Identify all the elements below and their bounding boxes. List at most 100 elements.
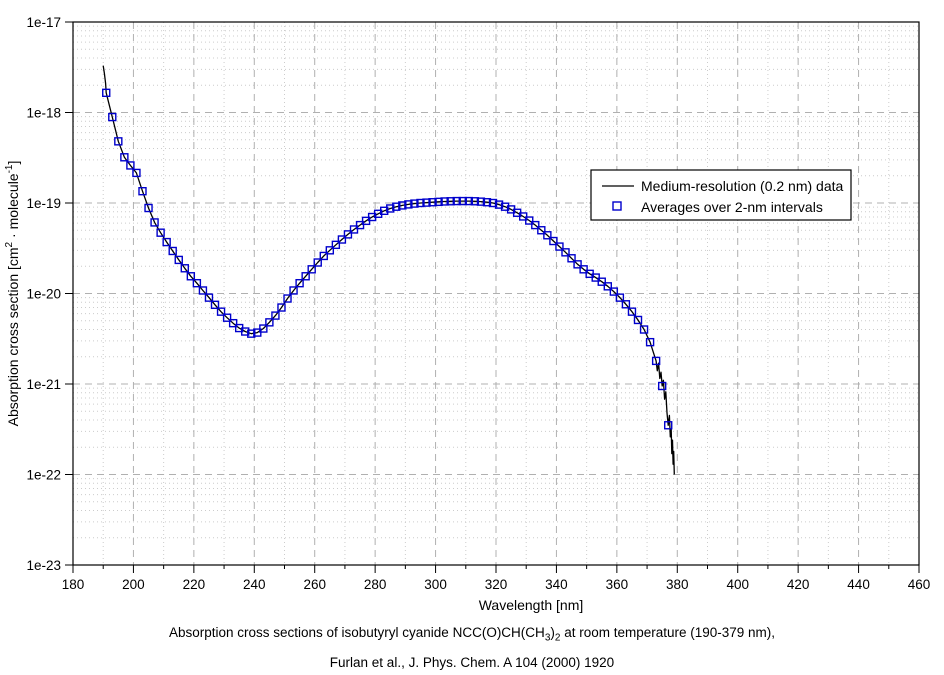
x-tick-label: 380 <box>666 577 689 592</box>
average-data-point-marker <box>525 216 534 225</box>
average-data-point-marker <box>174 255 183 265</box>
average-data-point-marker <box>210 300 220 310</box>
average-data-point-marker <box>228 318 238 328</box>
average-data-point-marker <box>603 282 612 291</box>
average-data-point-marker <box>126 161 135 170</box>
average-data-point-marker <box>422 198 431 207</box>
average-data-point-marker <box>621 300 631 309</box>
average-data-point-marker <box>458 196 467 206</box>
average-data-point-marker <box>639 325 649 334</box>
x-tick-label: 180 <box>62 577 85 592</box>
average-data-point-marker <box>428 198 437 207</box>
legend-box <box>590 169 852 221</box>
average-data-point-marker <box>633 315 643 325</box>
average-data-point-marker <box>180 264 189 273</box>
average-data-point-marker <box>313 258 322 267</box>
average-data-point-marker <box>416 198 425 208</box>
average-data-point-marker <box>295 278 304 288</box>
average-data-point-marker <box>380 206 389 215</box>
average-data-point-marker <box>434 197 443 207</box>
x-tick-label: 260 <box>303 577 326 592</box>
average-data-point-marker <box>531 220 540 230</box>
average-data-point-marker <box>156 228 165 237</box>
x-tick-label: 220 <box>183 577 206 592</box>
average-data-point-marker <box>386 204 395 213</box>
average-data-point-marker <box>494 200 504 209</box>
average-data-point-marker <box>150 218 159 227</box>
average-data-point-marker <box>476 197 486 206</box>
average-data-point-marker <box>132 168 141 178</box>
average-data-point-marker <box>543 231 552 240</box>
average-data-point-marker <box>271 311 280 320</box>
x-tick-label: 340 <box>545 577 568 592</box>
legend-label-medium-resolution: Medium-resolution (0.2 nm) data <box>641 178 844 194</box>
average-data-point-marker <box>555 242 564 251</box>
average-data-point-marker <box>452 196 461 206</box>
average-data-point-marker <box>337 235 347 244</box>
average-data-point-marker <box>216 307 226 316</box>
average-data-point-marker <box>138 187 147 196</box>
y-axis-tick-labels: 1e-17 1e-18 1e-19 1e-20 1e-21 1e-22 1e-23 <box>26 15 61 573</box>
average-data-point-marker <box>277 303 286 312</box>
average-data-point-marker <box>168 246 177 256</box>
x-axis-title: Wavelength [nm] <box>479 597 584 613</box>
average-data-point-marker <box>446 197 455 206</box>
y-tick-label: 1e-19 <box>26 196 61 211</box>
legend: Medium-resolution (0.2 nm) data Averages … <box>590 169 852 221</box>
average-data-point-marker <box>573 260 582 269</box>
average-data-point-marker <box>410 199 419 208</box>
series-medium-resolution-line <box>102 65 675 475</box>
average-data-point-marker <box>144 203 153 213</box>
average-data-point-marker <box>222 313 232 322</box>
legend-label-averages: Averages over 2-nm intervals <box>641 199 823 215</box>
average-data-point-marker <box>645 337 655 347</box>
x-tick-label: 300 <box>424 577 447 592</box>
average-data-point-marker <box>355 220 365 230</box>
average-data-point-marker <box>392 202 401 211</box>
x-tick-label: 200 <box>122 577 145 592</box>
average-data-point-marker <box>440 197 449 206</box>
x-axis-ticks <box>72 565 920 573</box>
average-data-point-marker <box>283 294 292 303</box>
average-data-point-marker <box>289 286 298 295</box>
average-data-point-marker <box>307 265 316 274</box>
average-data-point-marker <box>404 200 413 209</box>
average-data-point-marker <box>464 196 474 206</box>
y-tick-label: 1e-23 <box>26 558 61 573</box>
average-data-point-marker <box>114 137 123 146</box>
average-data-point-marker <box>319 251 328 261</box>
y-tick-label: 1e-22 <box>26 468 61 483</box>
average-data-point-marker <box>247 329 256 338</box>
average-data-point-marker <box>561 248 570 257</box>
average-data-point-marker <box>597 277 606 286</box>
average-data-point-marker <box>567 254 576 263</box>
average-data-point-marker <box>579 265 588 274</box>
average-data-point-marker <box>627 307 637 316</box>
caption-line-2: Furlan et al., J. Phys. Chem. A 104 (200… <box>329 654 615 670</box>
figure-caption: Absorption cross sections of isobutyryl … <box>0 621 944 675</box>
x-axis-tick-labels: 180 200 220 240 260 280 300 320 340 360 380 400 420 4… <box>62 577 931 592</box>
average-data-point-marker <box>537 226 546 235</box>
average-data-point-marker <box>120 153 129 162</box>
series-averages-squares <box>102 88 673 430</box>
average-data-point-marker <box>186 272 196 281</box>
average-data-point-marker <box>108 112 117 122</box>
average-data-point-marker <box>343 230 353 239</box>
y-tick-label: 1e-21 <box>26 377 61 392</box>
legend-square-sample <box>612 201 622 211</box>
average-data-point-marker <box>500 202 510 211</box>
x-tick-label: 280 <box>364 577 387 592</box>
average-data-point-marker <box>241 327 250 336</box>
x-tick-label: 460 <box>908 577 931 592</box>
x-tick-label: 360 <box>606 577 629 592</box>
y-axis-ticks <box>65 21 73 566</box>
average-data-point-marker <box>192 278 202 288</box>
caption-line-1: Absorption cross sections of isobutyryl … <box>168 625 776 644</box>
average-data-point-marker <box>482 198 492 207</box>
average-data-point-marker <box>265 318 274 327</box>
absorption-spectrum-chart: 180 200 220 240 260 280 300 320 340 360 380 400 420 4… <box>4 15 931 613</box>
average-data-point-marker <box>325 246 335 255</box>
y-axis-title: Absorption cross section [cm2 · molecule… <box>4 161 21 427</box>
average-data-point-marker <box>301 272 310 281</box>
average-data-point-marker <box>470 197 480 206</box>
